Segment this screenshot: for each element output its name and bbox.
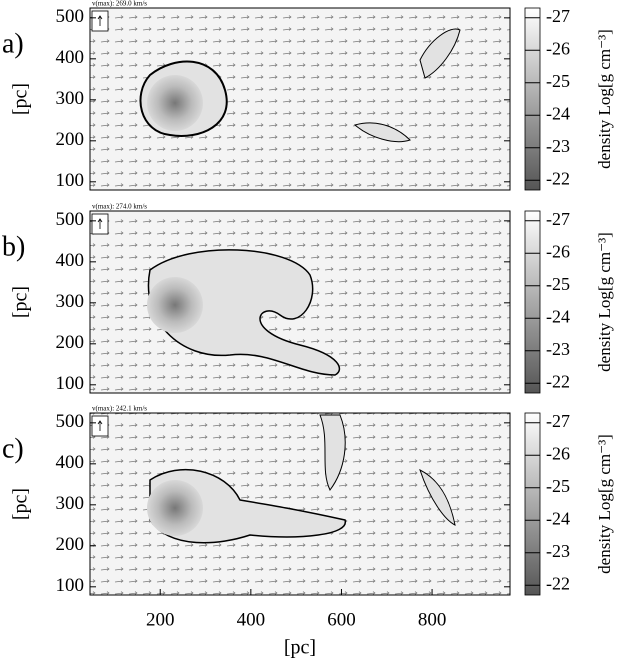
colorbar-tick-label: -26 [546,38,570,58]
colorbar-tick-label: -25 [546,71,570,91]
colorbar-tick-label: -26 [546,443,570,463]
x-tick-label: 800 [418,609,447,630]
y-tick-label: 200 [56,534,85,555]
colorbar-tick-label: -23 [546,541,570,561]
colorbar-label: density Log[g cm⁻³] [595,29,614,169]
colorbar-tick-label: -22 [546,573,570,593]
colorbar-tick-label: -27 [546,209,570,229]
colorbar [524,412,541,596]
y-tick-label: 300 [56,291,85,312]
y-tick-label: 400 [56,47,85,68]
y-tick-label: 400 [56,250,85,271]
colorbar-tick-label: -25 [546,274,570,294]
panel-label: c) [2,433,24,464]
density-structures [139,28,461,544]
vmax-label: v(max): 274.0 km/s [92,203,147,211]
y-tick-label: 500 [56,411,85,432]
colorbar-tick-label: -27 [546,411,570,431]
y-tick-label: 300 [56,88,85,109]
y-tick-label: 200 [56,129,85,150]
y-tick-label: 500 [56,6,85,27]
arrow-key-icon [97,15,103,26]
colorbar-label: density Log[g cm⁻³] [595,232,614,372]
y-tick-label: 400 [56,452,85,473]
arrow-key-icon [97,218,103,229]
panel-label: b) [2,231,25,262]
vmax-label: v(max): 269.0 km/s [92,0,147,8]
panel-label: a) [2,28,24,59]
colorbar-tick-label: -24 [546,508,570,528]
y-tick-label: 500 [56,209,85,230]
colorbar-tick-label: -22 [546,371,570,391]
colorbar-tick-label: -27 [546,6,570,26]
panels: v(max): 269.0 km/s a) [pc] 100 200 300 400 500 -… [2,0,614,659]
y-tick-label: 100 [56,575,85,596]
x-tick-label: 400 [237,609,266,630]
colorbar-tick-label: -26 [546,241,570,261]
y-axis-label: [pc] [10,83,32,115]
y-tick-label: 100 [56,170,85,191]
y-axis-label: [pc] [10,286,32,318]
colorbar-tick-label: -25 [546,476,570,496]
colorbar-tick-label: -24 [546,103,570,123]
colorbar-tick-label: -22 [546,168,570,188]
colorbar-tick-label: -24 [546,306,570,326]
arrow-key-icon [97,420,103,431]
colorbar [524,210,541,394]
colorbar-label: density Log[g cm⁻³] [595,434,614,574]
colorbar [524,7,541,191]
x-tick-label: 200 [146,609,175,630]
y-tick-label: 100 [56,373,85,394]
colorbar-tick-label: -23 [546,339,570,359]
y-axis-label: [pc] [10,488,32,520]
y-tick-label: 300 [56,493,85,514]
plot-frame [89,7,511,191]
x-tick-label: 600 [327,609,356,630]
x-axis-label: [pc] [284,637,316,659]
plot-frame [89,412,511,596]
plot-frame [89,210,511,394]
y-tick-label: 200 [56,332,85,353]
vmax-label: v(max): 242.1 km/s [92,405,147,413]
colorbar-tick-label: -23 [546,136,570,156]
